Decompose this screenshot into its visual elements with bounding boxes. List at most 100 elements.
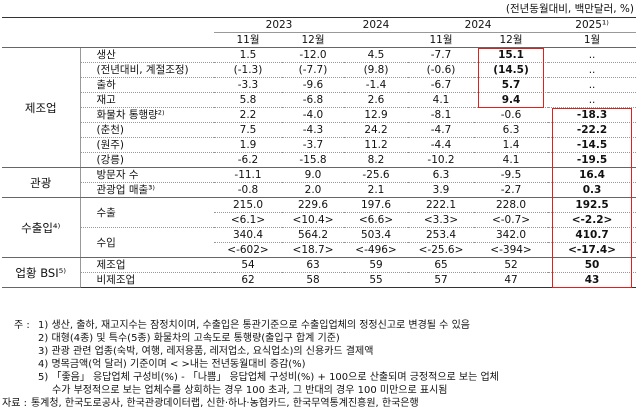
value-cell: (-1.3) — [214, 62, 282, 78]
value-cell: 229.6 — [282, 197, 345, 213]
value-cell: 1.5 — [214, 47, 282, 63]
data-row: 관광업 매출³⁾ -0.8 2.0 2.1 3.9 -2.7 0.3 — [2, 182, 637, 198]
value-cell: 4.1 — [408, 92, 475, 108]
value-cell: 50 — [548, 257, 637, 273]
value-cell: 54 — [214, 257, 282, 273]
value-cell: 253.4 — [408, 227, 475, 243]
value-cell: -22.2 — [548, 122, 637, 138]
value-cell: -6.7 — [408, 77, 475, 93]
value-cell: 1.4 — [474, 137, 549, 153]
value-cell: 197.6 — [344, 197, 409, 213]
value-cell: <-0.7> — [474, 212, 549, 228]
note-text: 수가 부정적으로 보는 업체수를 상회하는 경우 100 초과, 그 반대의 경… — [52, 385, 448, 396]
value-cell: 55 — [344, 272, 409, 288]
data-row: <-602> <18.7> <-496> <-25.6> <-394> <-17.4> — [2, 242, 637, 258]
stats-table: 2023 2024 2024 2025¹⁾ 11월 12월 11월 12월 1월 제조업 생산 1.5… — [2, 17, 637, 288]
group-label: 제조업 — [2, 47, 80, 168]
value-cell: 59 — [344, 257, 409, 273]
value-cell: -19.5 — [548, 152, 637, 168]
value-cell: -7.7 — [408, 47, 475, 63]
row-label: 수출 — [79, 197, 214, 228]
value-cell: 2.1 — [344, 182, 409, 198]
value-cell: -4.0 — [282, 107, 345, 123]
value-cell: <-17.4> — [548, 242, 637, 258]
value-cell: <-602> — [214, 242, 282, 258]
data-row: (강릉) -6.2 -15.8 8.2 -10.2 4.1 -19.5 — [2, 152, 637, 168]
value-cell: 5.8 — [214, 92, 282, 108]
value-cell: 9.0 — [282, 167, 345, 183]
value-cell: -9.5 — [474, 167, 549, 183]
value-cell: <6.6> — [344, 212, 409, 228]
note-line: 수가 부정적으로 보는 업체수를 상회하는 경우 100 초과, 그 반대의 경… — [14, 384, 499, 397]
value-cell: -4.3 — [282, 122, 345, 138]
data-row: 재고 5.8 -6.8 2.6 4.1 9.4.. — [2, 92, 637, 108]
row-label: (원주) — [79, 137, 214, 153]
data-row: (춘천) 7.5 -4.3 24.2 -4.7 6.3 -22.2 — [2, 122, 637, 138]
value-cell: 57 — [408, 272, 475, 288]
month-header: 1월 — [548, 32, 637, 48]
year-header: 2024 — [408, 17, 549, 33]
value-cell: (9.8) — [344, 62, 409, 78]
value-cell: 65 — [408, 257, 475, 273]
value-cell: (14.5) — [474, 62, 549, 78]
row-label: 비제조업 — [79, 272, 214, 288]
value-cell: -1.4 — [344, 77, 409, 93]
month-header — [344, 32, 409, 48]
corner — [2, 17, 214, 48]
value-cell: 228.0 — [474, 197, 549, 213]
value-cell: 63 — [282, 257, 345, 273]
row-label: 생산 — [79, 47, 214, 63]
note-label: 주 : — [14, 320, 30, 331]
value-cell: -3.3 — [214, 77, 282, 93]
value-cell: 15.1 — [474, 47, 549, 63]
value-cell: 4.1 — [474, 152, 549, 168]
month-header: 11월 — [214, 32, 282, 48]
value-cell: 564.2 — [282, 227, 345, 243]
value-cell: <18.7> — [282, 242, 345, 258]
value-cell: 410.7 — [548, 227, 637, 243]
data-row: (원주) 1.9 -3.7 11.2 -4.4 1.4 -14.5 — [2, 137, 637, 153]
value-cell: -0.6 — [474, 107, 549, 123]
note-text: 3) 관광 관련 업종(숙박, 여행, 레저용품, 레저업소, 요식업소)의 신… — [38, 346, 374, 357]
value-cell: 340.4 — [214, 227, 282, 243]
value-cell: 4.5 — [344, 47, 409, 63]
value-cell: 342.0 — [474, 227, 549, 243]
value-cell: -0.8 — [214, 182, 282, 198]
month-header: 12월 — [474, 32, 549, 48]
month-header: 11월 — [408, 32, 475, 48]
row-label: 방문자 수 — [79, 167, 214, 183]
row-label: (전년대비, 계절조정) — [79, 62, 214, 78]
value-cell: -4.4 — [408, 137, 475, 153]
value-cell: 1.9 — [214, 137, 282, 153]
value-cell: 2.2 — [214, 107, 282, 123]
value-cell: <-394> — [474, 242, 549, 258]
note-line: 3) 관광 관련 업종(숙박, 여행, 레저용품, 레저업소, 요식업소)의 신… — [14, 345, 499, 358]
data-row: 출하 -3.3 -9.6 -1.4 -6.7 5.7.. — [2, 77, 637, 93]
value-cell: 16.4 — [548, 167, 637, 183]
value-cell: 12.9 — [344, 107, 409, 123]
value-cell: (-0.6) — [408, 62, 475, 78]
notes: 주 : 1) 생산, 출하, 재고지수는 잠정치이며, 수출입은 통관기준으로 수… — [2, 319, 499, 410]
data-row: 업황 BSI⁵⁾ 제조업 54 63 59 65 52 50 — [2, 257, 637, 288]
data-row: <6.1> <10.4> <6.6> <3.3> <-0.7> <-2.2> — [2, 212, 637, 228]
value-cell: -6.2 — [214, 152, 282, 168]
value-cell: <-2.2> — [548, 212, 637, 228]
group-label: 업황 BSI⁵⁾ — [2, 257, 80, 288]
row-label: 출하 — [79, 77, 214, 93]
note-line: 2) 대형(4종) 및 특수(5종) 화물차의 고속도로 통행량(출입구 합계 … — [14, 332, 499, 345]
value-cell: 43 — [548, 272, 637, 288]
source-text: 통계청, 한국도로공사, 한국관광데이터랩, 신한·하나·농협카드, 한국무역통… — [30, 398, 419, 409]
month-header: 12월 — [282, 32, 345, 48]
row-label: 화물차 통행량²⁾ — [79, 107, 214, 123]
value-cell: .. — [548, 47, 637, 63]
value-cell: -2.7 — [474, 182, 549, 198]
value-cell: 215.0 — [214, 197, 282, 213]
note-text: 2) 대형(4종) 및 특수(5종) 화물차의 고속도로 통행량(출입구 합계 … — [38, 333, 340, 344]
value-cell: .. — [548, 92, 637, 108]
value-cell: 503.4 — [344, 227, 409, 243]
value-cell: <6.1> — [214, 212, 282, 228]
row-label: 관광업 매출³⁾ — [79, 182, 214, 198]
value-cell: -14.5 — [548, 137, 637, 153]
year-header: 2025¹⁾ — [548, 17, 637, 33]
group-label: 수출입⁴⁾ — [2, 197, 80, 258]
